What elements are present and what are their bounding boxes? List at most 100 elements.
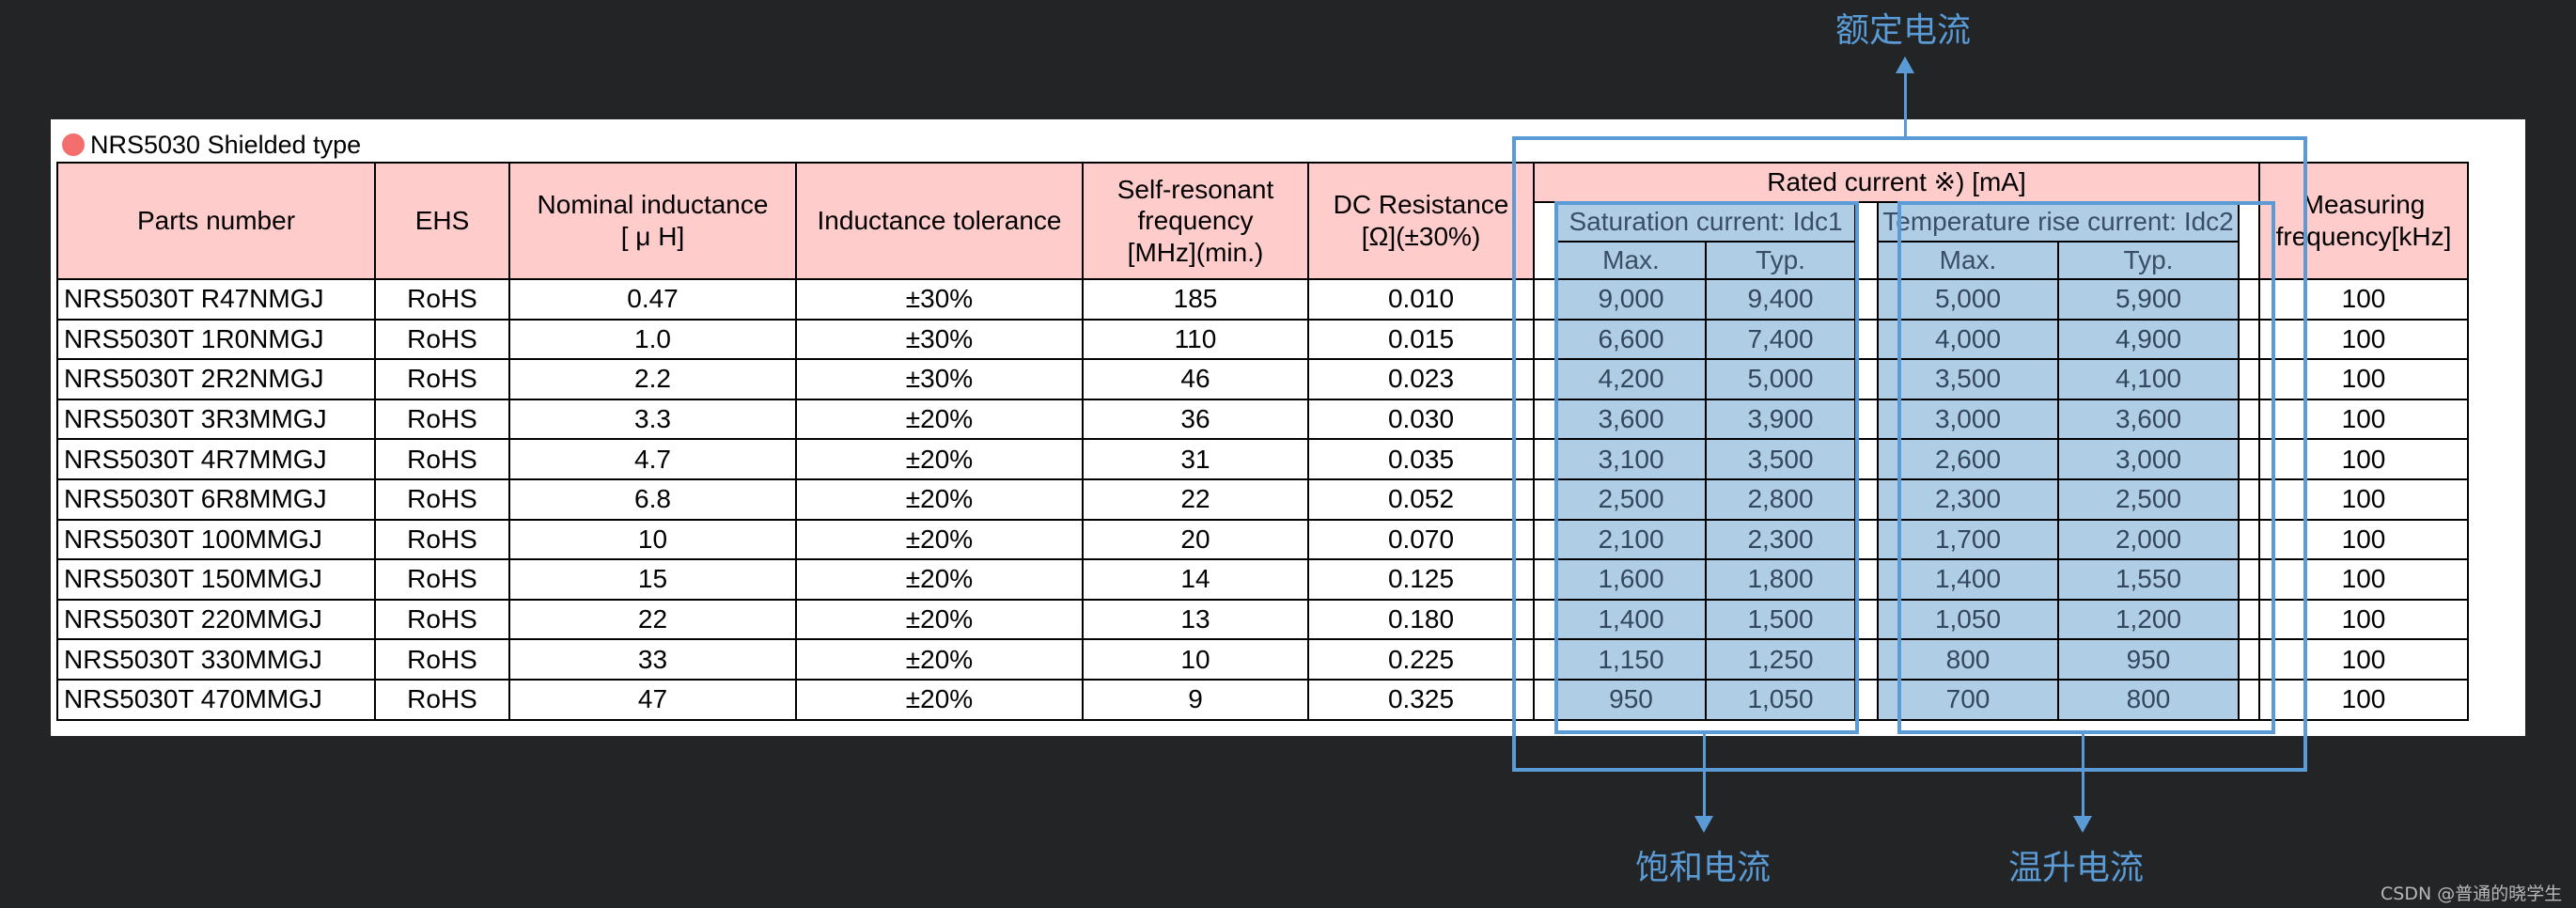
cell-ehs: RoHS <box>374 678 510 721</box>
cell-self-resonant-frequency: 14 <box>1082 558 1309 601</box>
cell-idc1-max: 950 <box>1555 678 1707 721</box>
cell-idc2-max: 800 <box>1877 638 2059 681</box>
table-row: NRS5030T 470MMGJ RoHS 47 ±20% 9 0.325 950 1,050… <box>56 678 2469 721</box>
cell-dc-resistance: 0.052 <box>1307 477 1535 521</box>
cell-part-number: NRS5030T R47NMGJ <box>56 278 376 321</box>
header-gap-middle <box>1854 201 1879 280</box>
temperature-arrow-line <box>2082 730 2084 819</box>
cell-gap <box>1533 398 1557 441</box>
cell-inductance: 2.2 <box>508 358 797 400</box>
header-nominal-inductance-line2: [ μ H] <box>620 222 685 251</box>
table-row: NRS5030T 6R8MMGJ RoHS 6.8 ±20% 22 0.052 2,500 2… <box>56 477 2469 521</box>
header-rated-current: Rated current ※) [mA] <box>1533 162 2260 203</box>
cell-tolerance: ±20% <box>795 518 1084 561</box>
cell-idc1-typ: 3,900 <box>1705 398 1856 441</box>
cell-gap <box>1854 558 1879 601</box>
cell-idc1-max: 3,600 <box>1555 398 1707 441</box>
cell-dc-resistance: 0.325 <box>1307 678 1535 721</box>
bullet-dot-icon <box>62 133 85 156</box>
cell-idc1-max: 3,100 <box>1555 438 1707 480</box>
cell-measuring-frequency: 100 <box>2258 358 2469 400</box>
cell-self-resonant-frequency: 110 <box>1082 318 1309 361</box>
cell-idc1-typ: 1,250 <box>1705 638 1856 681</box>
cell-idc2-max: 4,000 <box>1877 318 2059 361</box>
cell-tolerance: ±20% <box>795 638 1084 681</box>
cell-gap <box>2238 638 2260 681</box>
cell-dc-resistance: 0.030 <box>1307 398 1535 441</box>
rated-current-label: 额定电流 <box>1835 11 1972 50</box>
cell-idc1-typ: 1,500 <box>1705 598 1856 641</box>
cell-dc-resistance: 0.035 <box>1307 438 1535 480</box>
cell-idc2-max: 2,300 <box>1877 477 2059 521</box>
header-dcr-line2: [Ω](±30%) <box>1361 222 1481 251</box>
table-header: Parts number EHS Nominal inductance [ μ … <box>56 162 2469 280</box>
cell-tolerance: ±30% <box>795 278 1084 321</box>
cell-self-resonant-frequency: 185 <box>1082 278 1309 321</box>
header-temperature-rise-current: Temperature rise current: Idc2 <box>1877 201 2240 243</box>
cell-idc2-typ: 3,000 <box>2057 438 2240 480</box>
cell-gap <box>1854 398 1879 441</box>
cell-dc-resistance: 0.070 <box>1307 518 1535 561</box>
cell-self-resonant-frequency: 20 <box>1082 518 1309 561</box>
cell-tolerance: ±20% <box>795 678 1084 721</box>
cell-ehs: RoHS <box>374 598 510 641</box>
cell-measuring-frequency: 100 <box>2258 598 2469 641</box>
cell-idc2-typ: 5,900 <box>2057 278 2240 321</box>
cell-idc1-typ: 2,300 <box>1705 518 1856 561</box>
header-parts-number: Parts number <box>56 162 376 280</box>
header-idc1-typ: Typ. <box>1705 241 1856 280</box>
cell-gap <box>1854 678 1879 721</box>
table-body: NRS5030T R47NMGJ RoHS 0.47 ±30% 185 0.010 9,00… <box>56 278 2469 721</box>
cell-measuring-frequency: 100 <box>2258 318 2469 361</box>
cell-gap <box>1533 638 1557 681</box>
cell-idc2-max: 1,400 <box>1877 558 2059 601</box>
cell-idc1-max: 9,000 <box>1555 278 1707 321</box>
cell-tolerance: ±20% <box>795 598 1084 641</box>
cell-idc1-typ: 2,800 <box>1705 477 1856 521</box>
cell-ehs: RoHS <box>374 638 510 681</box>
cell-inductance: 10 <box>508 518 797 561</box>
saturation-arrow-head-icon <box>1694 816 1713 833</box>
cell-part-number: NRS5030T 470MMGJ <box>56 678 376 721</box>
table-row: NRS5030T 330MMGJ RoHS 33 ±20% 10 0.225 1,150 1,… <box>56 638 2469 681</box>
cell-part-number: NRS5030T 100MMGJ <box>56 518 376 561</box>
cell-gap <box>1533 678 1557 721</box>
table-row: NRS5030T 150MMGJ RoHS 15 ±20% 14 0.125 1,600 1,… <box>56 558 2469 601</box>
header-idc2-typ: Typ. <box>2057 241 2240 280</box>
cell-measuring-frequency: 100 <box>2258 398 2469 441</box>
cell-gap <box>2238 678 2260 721</box>
cell-inductance: 1.0 <box>508 318 797 361</box>
cell-idc2-typ: 1,200 <box>2057 598 2240 641</box>
cell-dc-resistance: 0.225 <box>1307 638 1535 681</box>
cell-part-number: NRS5030T 1R0NMGJ <box>56 318 376 361</box>
cell-gap <box>1533 358 1557 400</box>
cell-gap <box>2238 278 2260 321</box>
cell-gap <box>1854 477 1879 521</box>
cell-gap <box>2238 398 2260 441</box>
cell-part-number: NRS5030T 4R7MMGJ <box>56 438 376 480</box>
cell-idc1-max: 2,500 <box>1555 477 1707 521</box>
cell-self-resonant-frequency: 13 <box>1082 598 1309 641</box>
cell-self-resonant-frequency: 36 <box>1082 398 1309 441</box>
cell-inductance: 6.8 <box>508 477 797 521</box>
cell-tolerance: ±30% <box>795 318 1084 361</box>
cell-tolerance: ±20% <box>795 398 1084 441</box>
table-row: NRS5030T 4R7MMGJ RoHS 4.7 ±20% 31 0.035 3,100 3… <box>56 438 2469 480</box>
cell-gap <box>2238 358 2260 400</box>
cell-idc2-max: 2,600 <box>1877 438 2059 480</box>
cell-self-resonant-frequency: 9 <box>1082 678 1309 721</box>
header-idc2-max: Max. <box>1877 241 2059 280</box>
cell-ehs: RoHS <box>374 477 510 521</box>
cell-idc1-max: 2,100 <box>1555 518 1707 561</box>
cell-ehs: RoHS <box>374 558 510 601</box>
table-title-text: NRS5030 Shielded type <box>90 130 362 159</box>
cell-measuring-frequency: 100 <box>2258 278 2469 321</box>
cell-measuring-frequency: 100 <box>2258 678 2469 721</box>
cell-gap <box>1854 638 1879 681</box>
cell-measuring-frequency: 100 <box>2258 638 2469 681</box>
cell-part-number: NRS5030T 6R8MMGJ <box>56 477 376 521</box>
cell-tolerance: ±20% <box>795 558 1084 601</box>
cell-idc2-max: 3,500 <box>1877 358 2059 400</box>
cell-idc2-typ: 2,000 <box>2057 518 2240 561</box>
cell-gap <box>1854 518 1879 561</box>
